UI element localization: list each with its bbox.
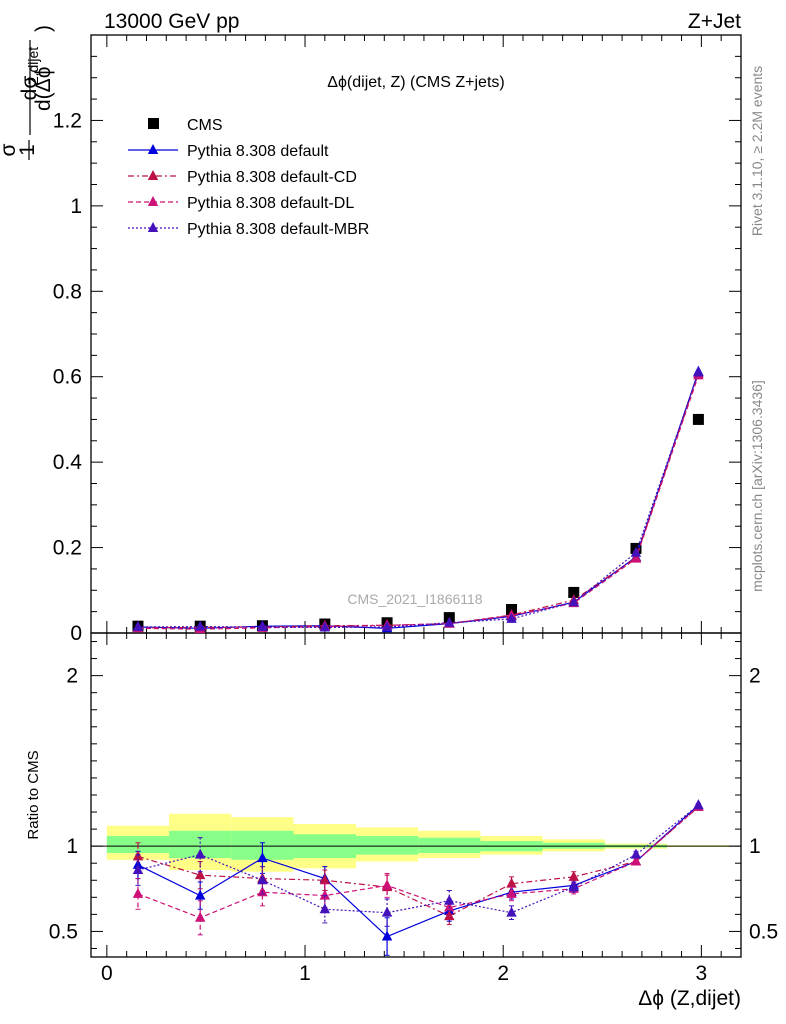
legend-item: Pythia 8.308 default [128, 143, 329, 160]
y-tick-label: 1.2 [53, 109, 82, 132]
mc-marker-ratio [132, 887, 144, 898]
legend-label: Pythia 8.308 default-DL [187, 195, 354, 212]
ratio-y-tick-label: 2 [66, 665, 78, 688]
y-tick-label: 1 [70, 195, 82, 218]
mc-curve-ratio [137, 806, 699, 919]
mc-curve-ratio [137, 804, 699, 938]
mc-curve-ratio [137, 806, 699, 917]
header-right: Z+Jet [688, 10, 741, 33]
cms-data-point [568, 586, 580, 598]
mc-marker-ratio [381, 879, 393, 890]
mc-marker-main [132, 621, 144, 632]
ratio-y-tick-label-right: 2 [749, 665, 761, 688]
legend-item: Pythia 8.308 default-MBR [128, 221, 369, 238]
mc-curve-main [137, 373, 699, 629]
legend-marker-triangle [147, 144, 159, 154]
y-tick-label: 0 [70, 622, 82, 645]
legend: CMS Pythia 8.308 default Pythia 8.308 defa… [128, 117, 369, 238]
mc-marker-ratio [381, 930, 393, 941]
ylabel-close: ) [32, 25, 55, 32]
mc-marker-ratio [444, 894, 455, 905]
ratio-y-tick-label: 0.5 [49, 920, 78, 943]
mc-marker-ratio [194, 869, 206, 880]
watermark: CMS_2021_I1866118 [347, 591, 482, 607]
mc-marker-main [630, 546, 642, 557]
mc-curve-main [137, 372, 699, 629]
mc-marker-ratio [568, 881, 579, 892]
mcplots-label: mcplots.cern.ch [arXiv:1306.3436] [749, 380, 765, 592]
legend-label: CMS [187, 117, 223, 134]
y-tick-label: 0.4 [53, 451, 83, 474]
mc-marker-ratio [568, 870, 579, 881]
legend-label: Pythia 8.308 default-CD [187, 169, 357, 186]
legend-marker-triangle [147, 222, 159, 232]
mc-marker-main [257, 621, 268, 632]
x-tick-label: 0 [101, 962, 113, 985]
mc-marker-main [319, 621, 331, 632]
legend-marker-square [148, 118, 159, 129]
mc-marker-ratio [319, 874, 331, 885]
legend-label: Pythia 8.308 default-MBR [187, 221, 369, 238]
ratio-y-tick-label: 1 [66, 835, 78, 858]
mc-marker-ratio [194, 911, 206, 922]
ratio-y-tick-label-right: 1 [749, 835, 761, 858]
mc-marker-main [194, 620, 206, 631]
mc-marker-ratio [381, 906, 393, 917]
series-layer [132, 365, 704, 956]
legend-item: Pythia 8.308 default-CD [128, 169, 357, 186]
ylabel-sigma: σ [0, 143, 20, 156]
mc-marker-main [381, 621, 393, 632]
x-axis-label: Δϕ (Z,dijet) [638, 987, 741, 1010]
mc-marker-ratio [257, 852, 268, 863]
series-4 [132, 366, 704, 927]
ratio-band-green [418, 837, 481, 853]
mc-marker-ratio [319, 889, 331, 900]
ratio-band-green [355, 835, 419, 855]
mc-marker-ratio [630, 848, 642, 859]
ratio-y-tick-label-right: 0.5 [749, 920, 778, 943]
mc-marker-ratio [194, 889, 206, 900]
ratio-frame [90, 632, 742, 958]
ratio-ylabel: Ratio to CMS [25, 750, 42, 839]
mc-marker-main [693, 366, 704, 377]
mc-marker-main [506, 612, 517, 623]
cms-data-point [692, 413, 704, 425]
mc-marker-ratio [132, 864, 144, 875]
legend-marker-triangle [147, 170, 159, 180]
legend-item: Pythia 8.308 default-DL [128, 195, 354, 212]
mc-marker-main [444, 616, 455, 627]
legend-item: CMS [148, 117, 223, 134]
legend-marker-triangle [147, 196, 159, 206]
x-tick-label: 2 [497, 962, 509, 985]
header-left: 13000 GeV pp [104, 10, 239, 33]
x-tick-label: 1 [299, 962, 311, 985]
mc-marker-ratio [506, 887, 517, 898]
y-tick-label: 0.2 [53, 537, 82, 560]
x-tick-label: 3 [696, 962, 708, 985]
mc-marker-main [568, 596, 579, 607]
ylabel-d: d(Δϕ [32, 67, 55, 111]
ylabel-sup: Z,dijet [25, 47, 41, 85]
plot-title: Δϕ(dijet, Z) (CMS Z+jets) [327, 74, 504, 91]
mc-marker-ratio [257, 874, 268, 885]
y-tick-label: 0.8 [53, 280, 82, 303]
mc-marker-main [630, 552, 642, 563]
y-tick-label: 0.6 [53, 366, 82, 389]
mc-marker-ratio [506, 906, 517, 917]
rivet-label: Rivet 3.1.10, ≥ 2.2M events [749, 66, 765, 236]
mc-marker-ratio [319, 903, 331, 914]
legend-label: Pythia 8.308 default [187, 143, 329, 160]
mc-marker-ratio [506, 877, 517, 888]
mc-curve-main [137, 371, 699, 629]
mc-marker-ratio [194, 848, 206, 859]
axes: 0 1 2 3 0 0.2 0.4 0.6 0.8 1 1.2 0.5 0.5 1 1 2 2 [49, 34, 778, 985]
mc-marker-ratio [630, 855, 642, 866]
ylabel-one: 1 [16, 144, 39, 156]
mc-marker-ratio [693, 799, 704, 810]
mc-curve-ratio [137, 804, 699, 914]
main-ylabel: 1 σ dσ d(Δϕ Z,dijet ) [0, 25, 55, 160]
